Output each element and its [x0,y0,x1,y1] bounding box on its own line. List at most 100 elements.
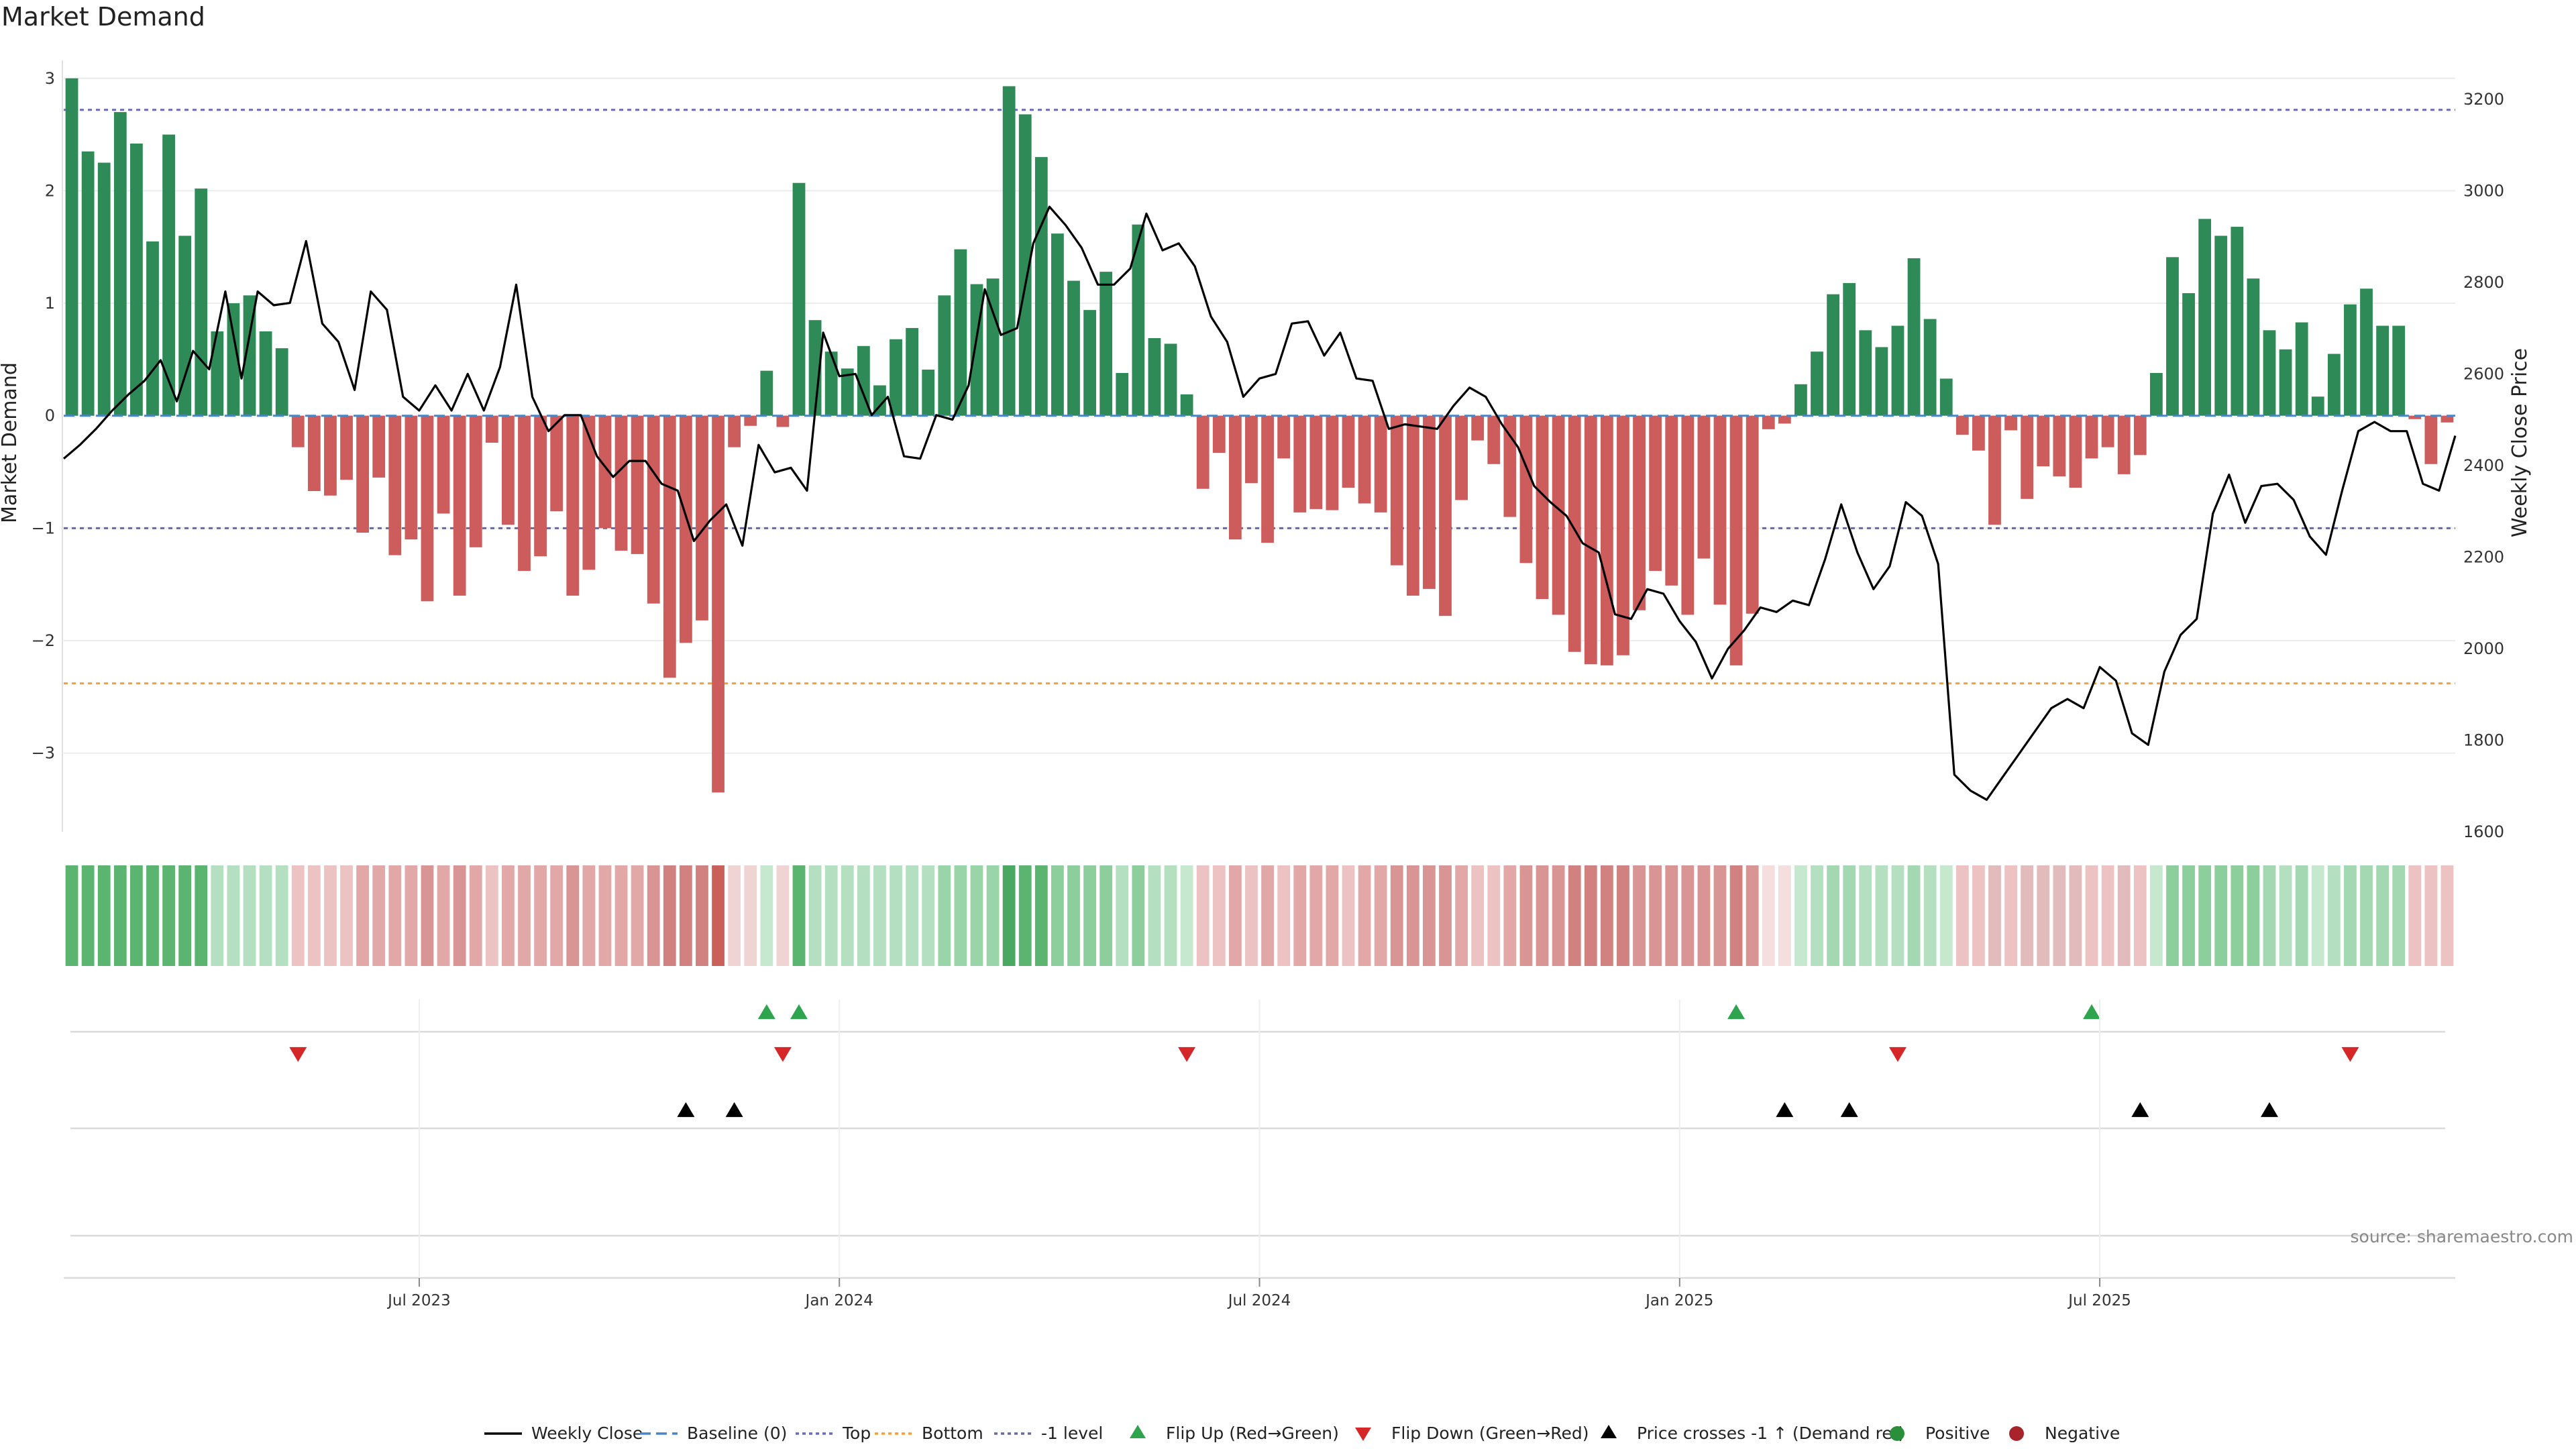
strip-cell [2101,865,2114,966]
legend: Weekly Close Baseline (0) Top Bottom -1 leve… [484,1424,2120,1443]
strip-cell [1729,865,1743,966]
strip-cell [1875,865,1888,966]
strip-cell [1439,865,1452,966]
source-note: source: sharemaestro.com [2351,1227,2574,1246]
strip-cell [1132,865,1145,966]
strip-cell [2311,865,2324,966]
demand-bar-negative [1390,415,1403,566]
strip-cell [243,865,256,966]
strip-cell [1811,865,1823,966]
strip-cell [728,865,741,966]
strip-cell [2247,865,2260,966]
price-cross-marker [1776,1102,1794,1118]
strip-cell [2133,865,2147,966]
left-tick-label: 1 [45,294,55,313]
strip-cell [1972,865,1985,966]
strip-cell [1536,865,1549,966]
demand-bar-negative [1228,415,1242,540]
demand-bar-positive [1116,373,1129,416]
demand-bar-negative [307,415,321,492]
demand-bar-negative [582,415,596,570]
demand-bar-negative [2085,415,2098,459]
demand-bar-negative [1261,415,1274,543]
demand-bar-positive [1875,347,1888,416]
strip-cell [1018,865,1032,966]
demand-bar-negative [776,415,790,427]
demand-bar-positive [1891,325,1904,416]
demand-bar-positive [130,144,143,416]
right-tick-label: 3200 [2463,90,2504,109]
legend-swatch-circle [1890,1426,1904,1441]
strip-cell [1568,865,1581,966]
demand-bar-negative [1439,415,1452,616]
demand-bar-positive [2376,325,2389,416]
strip-cell [1923,865,1937,966]
strip-cell [792,865,806,966]
demand-bar-positive [2295,322,2308,416]
strip-cell [2198,865,2212,966]
demand-bar-positive [1923,319,1937,416]
strip-cell [259,865,272,966]
demand-bar-negative [453,415,466,596]
demand-bar-positive [2231,227,2244,416]
strip-cell [65,865,78,966]
y-axis-right-title: Weekly Close Price [2508,348,2532,537]
legend-label: Positive [1925,1424,1990,1443]
strip-cell [1164,865,1177,966]
strip-cell [453,865,466,966]
demand-bar-positive [2149,373,2163,416]
strip-cell [1358,865,1371,966]
demand-bar-negative [1584,415,1597,665]
legend-item: Negative [2009,1424,2120,1443]
strip-cell [291,865,305,966]
demand-bar-positive [2344,304,2357,416]
strip-cell [162,865,175,966]
demand-bar-negative [696,415,708,621]
demand-bar-negative [485,415,498,443]
strip-cell [1002,865,1016,966]
flip-down-marker [2341,1046,2359,1062]
demand-bar-positive [1859,330,1872,416]
strip-cell [1487,865,1501,966]
demand-bar-negative [1713,415,1727,605]
demand-bar-positive [1811,352,1823,416]
weekly-close-line [62,205,2457,801]
strip-cell [2360,865,2373,966]
strip-cell [938,865,951,966]
demand-bar-negative [437,415,450,514]
demand-bar-negative [1955,415,1969,435]
demand-bar-positive [227,303,240,416]
demand-bar-positive [1148,338,1161,416]
demand-bar-positive [890,339,902,416]
demand-bar-negative [2101,415,2114,447]
demand-bar-negative [1536,415,1549,599]
demand-bar-negative [1342,415,1355,488]
demand-bar-positive [259,331,272,416]
demand-bar-positive [1067,280,1080,416]
demand-bar-positive [113,112,127,416]
strip-cell [647,865,660,966]
strip-cell [1326,865,1339,966]
y-axis-left-title: Market Demand [0,362,21,523]
strip-cell [2231,865,2244,966]
demand-bar-negative [728,415,741,447]
demand-bar-negative [1617,415,1629,655]
demand-bar-negative [534,415,547,557]
demand-bar-positive [2182,292,2195,416]
strip-cell [1471,865,1485,966]
strip-cell [1099,865,1113,966]
demand-bar-negative [2408,415,2422,419]
strip-cell [2392,865,2406,966]
left-tick-label: 0 [45,407,55,425]
strip-cell [2327,865,2341,966]
date-tick-label: Jan 2024 [804,1292,873,1309]
left-tick-label: −1 [32,519,55,537]
strip-cell [485,865,498,966]
legend-item: Bottom [875,1424,983,1443]
strip-cell [324,865,337,966]
demand-bar-negative [502,415,515,525]
demand-bar-positive [792,182,806,416]
demand-bar-negative [1778,415,1791,424]
right-axis-ticks: 3200 3000 2800 2600 2400 2200 2000 1800 1600 [2463,90,2504,841]
demand-bar-positive [195,189,208,416]
